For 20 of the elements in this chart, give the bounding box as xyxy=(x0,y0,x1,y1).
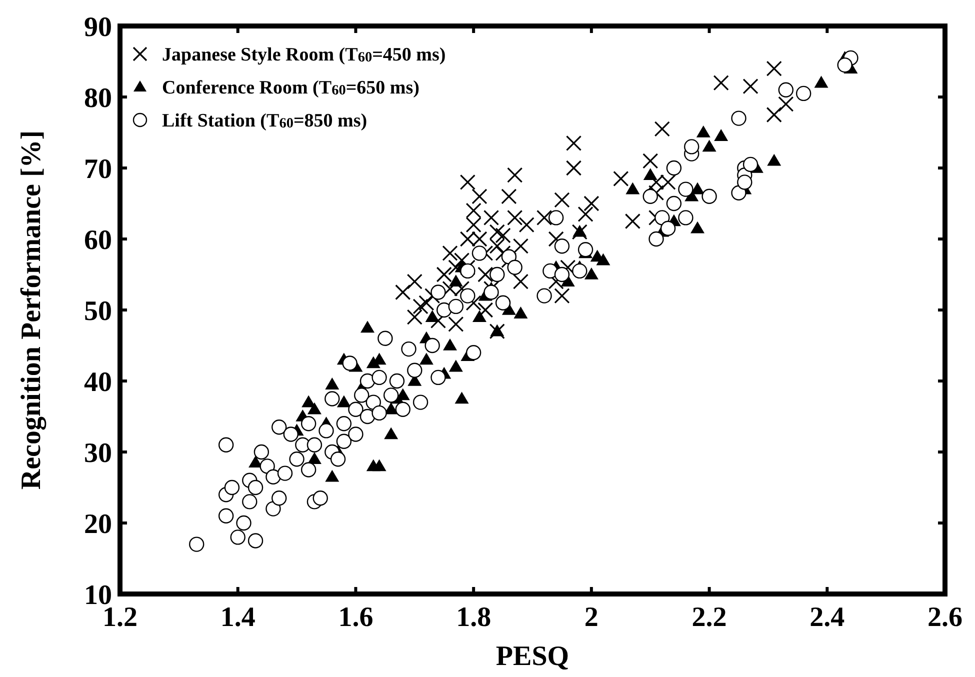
y-tick-label: 90 xyxy=(84,12,112,43)
y-tick-label: 60 xyxy=(84,224,112,256)
x-tick-label: 1.8 xyxy=(456,602,492,633)
x-tick-label: 1.4 xyxy=(220,602,256,633)
y-tick-label: 20 xyxy=(84,508,112,540)
x-tick-label: 1.6 xyxy=(338,602,374,633)
y-tick-label: 80 xyxy=(84,82,112,114)
y-tick-label: 30 xyxy=(84,438,112,469)
x-tick-label: 2 xyxy=(584,602,598,633)
x-tick-label: 2.6 xyxy=(928,602,962,633)
x-tick-label: 2.2 xyxy=(692,602,727,633)
legend-label: Lift Station (T$_{60}$=850 ms) xyxy=(162,110,368,132)
x-tick-label: 2.4 xyxy=(810,602,845,633)
y-axis-title: Recognition Performance [%] xyxy=(16,130,47,490)
legend-label: Conference Room (T$_{60}$=650 ms) xyxy=(162,78,420,100)
y-tick-label: 70 xyxy=(84,154,112,185)
y-tick-label: 50 xyxy=(84,296,112,327)
legend-label: Japanese Style Room (T$_{60}$=450 ms) xyxy=(162,44,446,66)
x-axis-title: PESQ xyxy=(496,641,570,672)
y-tick-label: 40 xyxy=(84,366,112,398)
